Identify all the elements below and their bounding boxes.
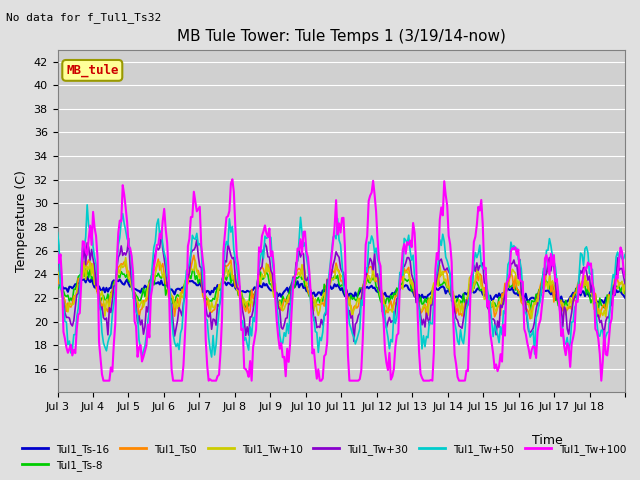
Tul1_Tw+30 [461, 307, 469, 313]
Tul1_Tw+50 [138, 354, 146, 360]
Legend: Tul1_Ts-16, Tul1_Ts-8, Tul1_Ts0, Tul1_Tw+10, Tul1_Tw+30, Tul1_Tw+50, Tul1_Tw+100: Tul1_Ts-16, Tul1_Ts-8, Tul1_Ts0, Tul1_Tw… [18, 439, 630, 475]
Tul1_Tw+100 [73, 326, 81, 332]
Tul1_Ts-16 [621, 295, 629, 300]
Tul1_Ts-8 [73, 281, 81, 287]
Tul1_Ts-16 [347, 291, 355, 297]
Tul1_Ts0 [620, 282, 627, 288]
Tul1_Tw+10 [620, 290, 627, 296]
Tul1_Tw+30 [91, 263, 99, 268]
Tul1_Tw+30 [620, 274, 627, 279]
Tul1_Ts-8 [526, 308, 534, 314]
Tul1_Tw+10 [73, 288, 81, 294]
Y-axis label: Temperature (C): Temperature (C) [15, 170, 28, 272]
Tul1_Tw+50 [54, 230, 61, 236]
Tul1_Tw+50 [461, 328, 469, 334]
Tul1_Ts-16 [73, 281, 81, 287]
Tul1_Tw+100 [461, 378, 469, 384]
Tul1_Ts-16 [460, 292, 467, 298]
Tul1_Tw+100 [621, 275, 629, 280]
Tul1_Ts0 [73, 291, 81, 297]
Tul1_Ts-8 [86, 266, 94, 272]
Tul1_Ts-8 [460, 291, 467, 297]
Tul1_Tw+50 [545, 236, 553, 241]
Tul1_Ts0 [460, 307, 467, 312]
Tul1_Ts0 [621, 287, 629, 293]
Line: Tul1_Tw+100: Tul1_Tw+100 [58, 179, 625, 381]
Tul1_Tw+100 [54, 250, 61, 255]
Text: MB_tule: MB_tule [66, 64, 118, 77]
Tul1_Ts0 [190, 252, 198, 258]
Tul1_Tw+50 [349, 331, 356, 336]
Tul1_Tw+50 [621, 252, 629, 257]
Tul1_Ts-16 [92, 284, 100, 290]
Tul1_Tw+50 [83, 202, 91, 208]
Tul1_Tw+100 [349, 378, 356, 384]
Text: No data for f_Tul1_Ts32: No data for f_Tul1_Ts32 [6, 12, 162, 23]
Line: Tul1_Ts-16: Tul1_Ts-16 [58, 277, 625, 304]
Tul1_Tw+30 [157, 230, 165, 236]
Tul1_Tw+10 [347, 306, 355, 312]
Tul1_Ts-16 [54, 277, 61, 283]
Tul1_Tw+10 [460, 313, 467, 319]
Tul1_Ts0 [91, 278, 99, 284]
Tul1_Tw+50 [92, 261, 100, 267]
Tul1_Tw+30 [545, 255, 553, 261]
Tul1_Tw+10 [54, 269, 61, 275]
Tul1_Ts-8 [545, 285, 553, 290]
Tul1_Tw+100 [620, 266, 627, 272]
Line: Tul1_Tw+30: Tul1_Tw+30 [58, 233, 625, 341]
Line: Tul1_Ts-8: Tul1_Ts-8 [58, 269, 625, 311]
Tul1_Tw+10 [545, 274, 553, 279]
Text: Time: Time [532, 434, 563, 447]
Tul1_Tw+30 [73, 292, 81, 298]
Tul1_Tw+100 [100, 378, 108, 384]
Tul1_Ts-16 [600, 301, 608, 307]
Tul1_Tw+50 [73, 314, 81, 320]
Tul1_Ts-8 [621, 291, 629, 297]
Tul1_Ts0 [526, 316, 534, 322]
Line: Tul1_Tw+50: Tul1_Tw+50 [58, 205, 625, 357]
Tul1_Ts-16 [544, 288, 552, 293]
Tul1_Ts-8 [54, 286, 61, 292]
Line: Tul1_Tw+10: Tul1_Tw+10 [58, 258, 625, 318]
Tul1_Ts-8 [347, 292, 355, 298]
Title: MB Tule Tower: Tule Temps 1 (3/19/14-now): MB Tule Tower: Tule Temps 1 (3/19/14-now… [177, 29, 506, 44]
Tul1_Ts-16 [620, 292, 627, 298]
Tul1_Tw+30 [347, 315, 355, 321]
Tul1_Tw+30 [54, 256, 61, 262]
Tul1_Ts-8 [92, 280, 100, 286]
Tul1_Ts-16 [83, 274, 91, 280]
Tul1_Tw+10 [528, 315, 536, 321]
Tul1_Tw+10 [621, 281, 629, 287]
Tul1_Tw+50 [620, 256, 627, 262]
Tul1_Tw+100 [91, 225, 99, 230]
Tul1_Tw+10 [91, 281, 99, 287]
Tul1_Tw+100 [228, 176, 236, 182]
Tul1_Ts0 [54, 274, 61, 279]
Tul1_Ts-8 [620, 283, 627, 288]
Tul1_Tw+10 [122, 255, 129, 261]
Tul1_Tw+100 [545, 272, 553, 277]
Tul1_Tw+30 [350, 338, 358, 344]
Tul1_Tw+30 [621, 281, 629, 287]
Tul1_Ts0 [545, 269, 553, 275]
Tul1_Ts0 [347, 303, 355, 309]
Line: Tul1_Ts0: Tul1_Ts0 [58, 255, 625, 319]
